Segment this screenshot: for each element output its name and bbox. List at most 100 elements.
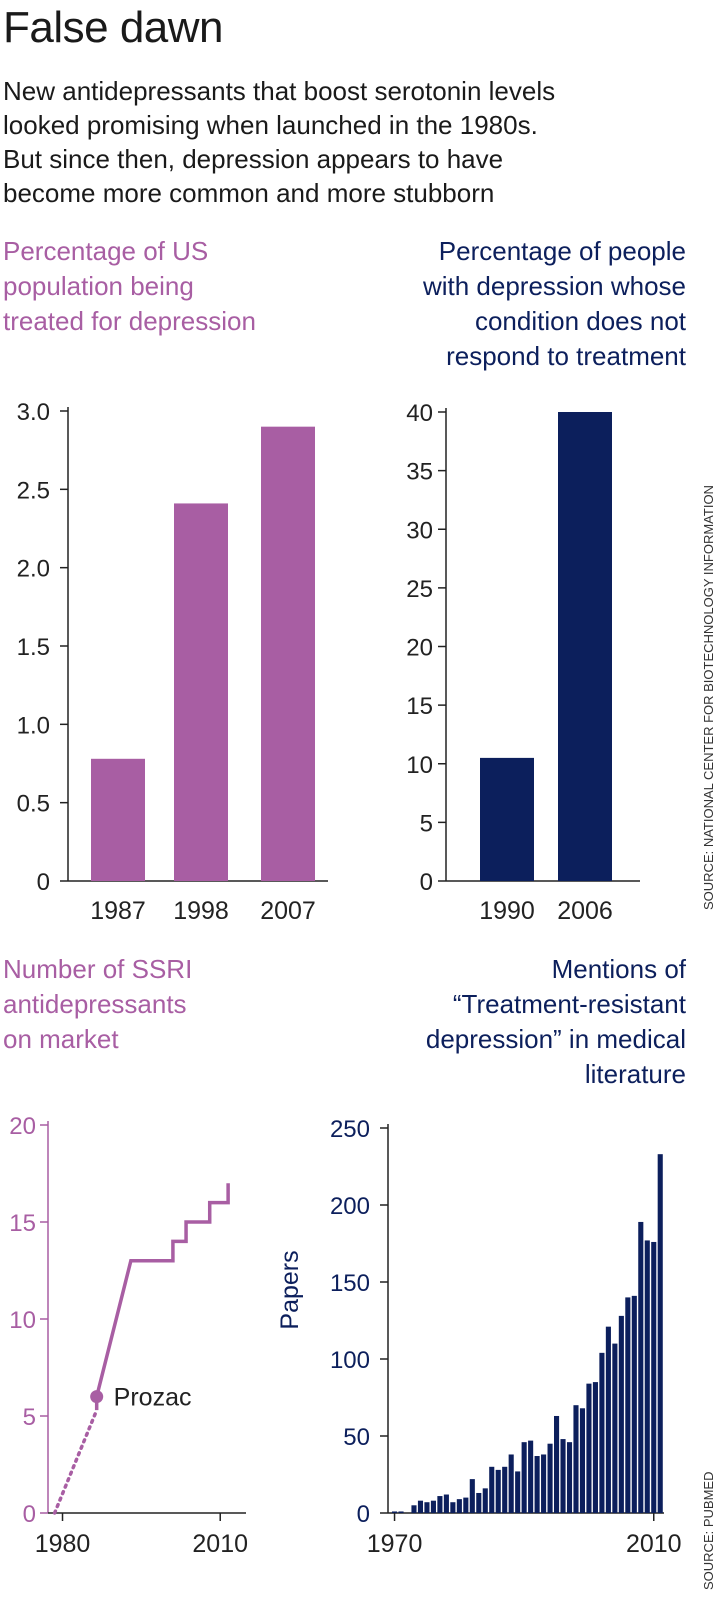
- bar: [573, 1405, 579, 1513]
- source-note-top: SOURCE: NATIONAL CENTER FOR BIOTECHNOLOG…: [701, 485, 716, 910]
- bar: [91, 758, 145, 881]
- bar: [430, 1500, 436, 1513]
- chart-title-treated: Percentage of US population being treate…: [3, 234, 256, 339]
- standfirst: New antidepressants that boost serotonin…: [3, 74, 703, 210]
- bar: [631, 1295, 637, 1513]
- chart-title-line: Mentions of: [551, 954, 686, 984]
- y-tick-label: 0: [420, 869, 433, 896]
- y-tick-label: 100: [330, 1347, 370, 1374]
- bar: [618, 1315, 624, 1513]
- chart-title-line: Percentage of people: [438, 236, 686, 266]
- y-tick-label: 250: [330, 1116, 370, 1143]
- y-tick-label: 5: [23, 1404, 36, 1431]
- y-tick-label: 40: [406, 400, 433, 427]
- bar: [480, 757, 534, 881]
- bar: [398, 1511, 404, 1513]
- x-tick-label: 1970: [367, 1530, 423, 1558]
- chart-title-line: population being: [3, 271, 194, 301]
- y-tick-label: 50: [343, 1424, 370, 1451]
- chart-title-line: Percentage of US: [3, 236, 209, 266]
- bar: [554, 1415, 560, 1513]
- y-tick-label: 1.5: [17, 634, 50, 661]
- bar: [541, 1454, 547, 1513]
- standfirst-line: New antidepressants that boost serotonin…: [3, 76, 556, 106]
- prozac-marker: [90, 1390, 104, 1404]
- bar: [476, 1492, 482, 1513]
- bar: [521, 1442, 527, 1513]
- x-tick-label: 1980: [35, 1530, 91, 1558]
- bar: [592, 1382, 598, 1513]
- x-tick-label: 2010: [626, 1530, 682, 1558]
- bar: [261, 426, 315, 881]
- bar: [495, 1469, 501, 1513]
- x-tick-label: 1998: [173, 897, 229, 925]
- bar: [625, 1297, 631, 1513]
- chart-title-line: Number of SSRI: [3, 954, 193, 984]
- chart-title-ssri: Number of SSRI antidepressants on market: [3, 952, 192, 1057]
- x-tick-label: 2010: [192, 1530, 248, 1558]
- bar: [443, 1494, 449, 1513]
- standfirst-line: But since then, depression appears to ha…: [3, 144, 504, 174]
- y-tick-label: 2.0: [17, 556, 50, 583]
- y-tick-label: 0: [37, 869, 50, 896]
- annotation-label: Prozac: [114, 1384, 192, 1412]
- x-tick-label: 2006: [557, 897, 613, 925]
- bar: [450, 1502, 456, 1513]
- chart-title-line: respond to treatment: [446, 341, 686, 371]
- y-tick-label: 30: [406, 517, 433, 544]
- y-tick-label: 20: [406, 635, 433, 662]
- bar: [508, 1454, 514, 1513]
- standfirst-line: looked promising when launched in the 19…: [3, 110, 538, 140]
- y-tick-label: 1.0: [17, 712, 50, 739]
- chart-title-mentions: Mentions of “Treatment-resistant depress…: [426, 952, 686, 1092]
- bar: [558, 412, 612, 881]
- bar: [605, 1326, 611, 1513]
- bar: [456, 1499, 462, 1513]
- bar: [502, 1466, 508, 1513]
- bar: [392, 1511, 398, 1513]
- ssri-dotted-line: [52, 1408, 99, 1515]
- bar: [463, 1497, 469, 1513]
- bar: [612, 1343, 618, 1513]
- bar: [417, 1500, 424, 1513]
- chart-title-line: “Treatment-resistant: [452, 989, 686, 1019]
- y-tick-label: 5: [420, 810, 433, 837]
- standfirst-line: become more common and more stubborn: [3, 178, 495, 208]
- chart-title-line: depression” in medical: [425, 1024, 686, 1054]
- bar: [638, 1221, 644, 1513]
- bar: [489, 1466, 495, 1513]
- x-tick-label: 2007: [260, 897, 316, 925]
- y-tick-label: 10: [406, 752, 433, 779]
- bar: [411, 1505, 417, 1513]
- y-tick-label: 0: [23, 1501, 36, 1528]
- ssri-line: [94, 1183, 230, 1411]
- bar: [599, 1352, 605, 1513]
- bar: [424, 1502, 430, 1513]
- bar: [515, 1471, 521, 1513]
- bar: [437, 1496, 443, 1513]
- y-tick-label: 15: [406, 693, 433, 720]
- y-tick-label: 200: [330, 1193, 370, 1220]
- chart-title-resistant: Percentage of people with depression who…: [423, 234, 686, 374]
- x-tick-label: 1987: [90, 897, 146, 925]
- bar: [657, 1154, 663, 1513]
- y-axis-label: Papers: [276, 1250, 304, 1329]
- bar: [528, 1440, 534, 1513]
- y-tick-label: 20: [9, 1113, 36, 1140]
- bar: [560, 1439, 566, 1513]
- y-tick-label: 15: [9, 1210, 36, 1237]
- chart-title-line: antidepressants: [3, 989, 187, 1019]
- y-tick-label: 150: [330, 1270, 370, 1297]
- bar: [644, 1240, 650, 1513]
- bar: [579, 1408, 586, 1513]
- chart-title-line: on market: [3, 1024, 119, 1054]
- headline: False dawn: [3, 3, 224, 52]
- x-tick-label: 1990: [479, 897, 535, 925]
- chart-title-line: treated for depression: [3, 306, 256, 336]
- chart-title-line: with depression whose: [422, 271, 686, 301]
- y-tick-label: 10: [9, 1307, 36, 1334]
- chart-title-line: condition does not: [474, 306, 686, 336]
- chart-title-line: literature: [584, 1059, 686, 1089]
- bar: [566, 1442, 573, 1513]
